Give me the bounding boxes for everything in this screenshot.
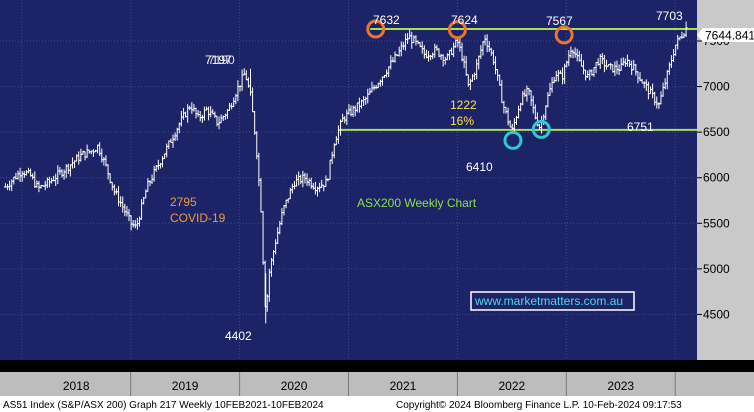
xtick-label-2023: 2023	[607, 379, 634, 393]
xtick-label-2020: 2020	[281, 379, 308, 393]
marker-peak-0	[366, 19, 386, 39]
marker-trough-3	[503, 130, 523, 150]
website-box[interactable]: www.marketmatters.com.au	[470, 291, 635, 311]
grid-lines	[0, 0, 697, 360]
xtick-label-2022: 2022	[499, 379, 526, 393]
ytick-label-5: 7000	[703, 80, 730, 94]
annotation-covid-high-overlap: 7190	[208, 53, 235, 67]
annotation-low-2022: 6410	[466, 160, 493, 174]
ytick-label-0: 4500	[703, 307, 730, 321]
xtick-label-2021: 2021	[390, 379, 417, 393]
annotation-peak-2021: 7632	[373, 13, 400, 27]
ytick-label-2: 5500	[703, 216, 730, 230]
xtick-label-2019: 2019	[172, 379, 199, 393]
annotation-peak-2023: 7567	[546, 14, 573, 28]
ytick-label-3: 6000	[703, 171, 730, 185]
y-axis-panel	[697, 0, 754, 360]
x-axis-ticks: 2018 2019 2020 2021 2022 2023	[63, 372, 676, 396]
x-axis-corner	[697, 372, 754, 396]
ytick-label-1: 5000	[703, 262, 730, 276]
annotation-move-points: 1222	[450, 98, 477, 112]
xtick-label-2018: 2018	[63, 379, 90, 393]
footer-right-text: Copyright© 2024 Bloomberg Finance L.P. 1…	[396, 400, 682, 411]
marker-peak-2	[554, 25, 574, 45]
website-link[interactable]: www.marketmatters.com.au	[474, 294, 623, 308]
annotation-covid-high: 7197	[205, 53, 232, 67]
level-lines	[339, 27, 697, 131]
annotation-move-pct: 16%	[450, 114, 474, 128]
chart-title: ASX200 Weekly Chart	[357, 196, 477, 210]
annotation-covid-label: COVID-19	[170, 211, 226, 225]
annotation-low-2023: 6751	[627, 120, 654, 134]
footer-bar	[0, 396, 754, 412]
annotation-covid-move: 2795	[170, 195, 197, 209]
markers	[366, 19, 574, 150]
footer-left-text: AS51 Index (S&P/ASX 200) Graph 217 Weekl…	[3, 400, 324, 411]
annotation-peak-2022: 7624	[451, 13, 478, 27]
price-bars	[3, 21, 688, 324]
ytick-label-4: 6500	[703, 125, 730, 139]
marker-trough-4	[531, 119, 551, 139]
last-price-tag: 7644.841	[697, 28, 754, 43]
last-price-label: 7644.841	[705, 29, 754, 43]
marker-peak-1	[447, 20, 467, 40]
annotation-covid-low: 4402	[225, 329, 252, 343]
annotation-high-2024: 7703	[656, 9, 683, 23]
